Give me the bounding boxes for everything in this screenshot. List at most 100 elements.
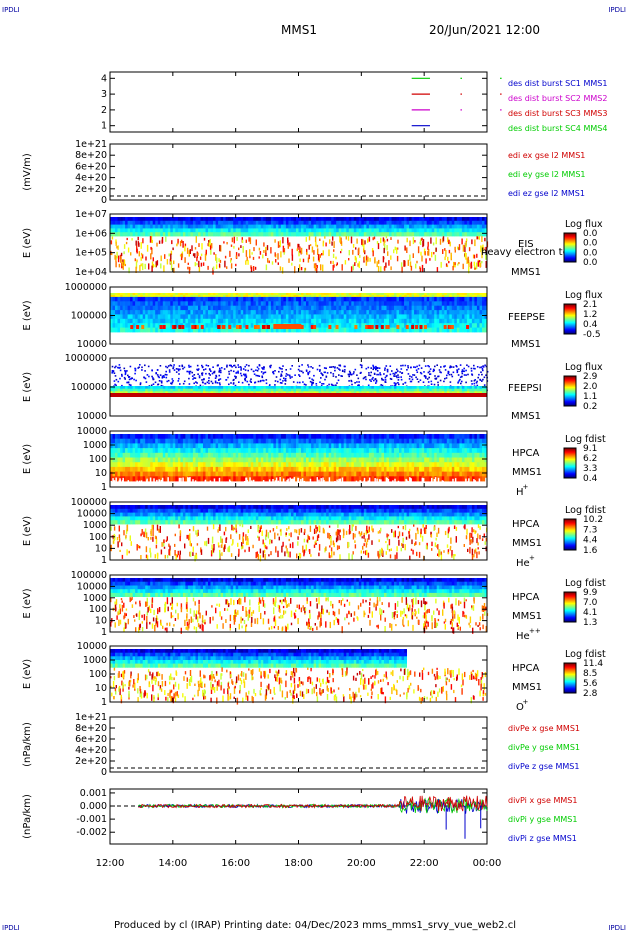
x-tick-label: 18:00 <box>284 858 313 869</box>
y-axis-label: E (eV) <box>22 659 33 689</box>
colorbar-title: Log flux <box>565 290 603 301</box>
spacecraft-label: MMS1 <box>511 339 541 350</box>
x-tick-label: 16:00 <box>221 858 250 869</box>
colorbar-tick-label: 4.1 <box>583 608 597 618</box>
y-tick-label: 0 <box>101 767 107 778</box>
footer-text: Produced by cl (IRAP) Printing date: 04/… <box>114 920 516 931</box>
colorbar <box>563 375 577 407</box>
y-tick-label: 1 <box>101 627 107 638</box>
colorbar-tick-label: 1.3 <box>583 618 597 628</box>
y-tick-label: 100000 <box>71 382 107 393</box>
panel-frame <box>109 788 488 845</box>
x-tick-label: 14:00 <box>158 858 187 869</box>
colorbar-tick-label: 9.1 <box>583 444 597 454</box>
colorbar-tick-label: 2.0 <box>583 382 598 392</box>
datetime-title: 20/Jun/2021 12:00 <box>429 23 541 37</box>
y-tick-label: 1000000 <box>65 353 107 364</box>
colorbar-tick-label: 0.4 <box>583 320 598 330</box>
spacecraft-label: MMS1 <box>512 467 542 478</box>
y-tick-label: 0 <box>101 195 107 206</box>
colorbar-tick-label: 1.6 <box>583 546 598 556</box>
spacecraft-label: MMS1 <box>512 611 542 622</box>
y-tick-label: 0.001 <box>80 788 107 799</box>
spacecraft-label: MMS1 <box>511 267 541 278</box>
y-tick-label: 0.000 <box>80 801 107 812</box>
legend-entry: des dist burst SC3 MMS3 <box>508 109 607 118</box>
colorbar-title: Log fdist <box>565 505 606 516</box>
legend-entry: divPi z gse MMS1 <box>508 834 577 843</box>
colorbar-title: Log flux <box>565 362 603 373</box>
panel-feepsi: 10000 100000 1000000 E (eV) FEEPSI MMS1 Log fl… <box>22 353 603 422</box>
y-axis-label: E (eV) <box>22 300 33 330</box>
y-tick-label: 1e+21 <box>75 139 107 150</box>
y-tick-label: 4e+20 <box>75 173 107 184</box>
species-label: O <box>516 702 524 713</box>
divpi-trace <box>137 796 488 814</box>
legend-entry: divPe z gse MMS1 <box>508 762 579 771</box>
species-label: H <box>516 487 524 498</box>
y-tick-label: 1000 <box>83 655 107 666</box>
panel-eis: 1e+04 1e+05 1e+06 1e+07 E (eV) EIS MMS1 heavy e… <box>22 209 603 278</box>
legend-entry: des dist burst SC4 MMS4 <box>508 124 607 133</box>
colorbar-tick-label: 11.4 <box>583 659 603 669</box>
y-tick-label: 10000 <box>77 509 107 520</box>
colorbar-tick-label: 8.5 <box>583 669 597 679</box>
spacecraft-title: MMS1 <box>281 23 317 37</box>
instrument-label: HPCA <box>512 519 540 530</box>
colorbar-tick-label: 2.8 <box>583 689 598 699</box>
instrument-label: HPCA <box>512 592 540 603</box>
corner-label-bottom-left: IPDLI <box>2 924 20 932</box>
y-tick-label: 1 <box>101 121 107 132</box>
colorbar <box>563 591 577 623</box>
colorbar-tick-label: 5.6 <box>583 679 598 689</box>
colorbar-tick-label: 0.4 <box>583 474 598 484</box>
y-tick-label: 100 <box>89 532 107 543</box>
y-tick-label: 4e+20 <box>75 745 107 756</box>
y-tick-label: 1 <box>101 482 107 493</box>
spacecraft-label: MMS1 <box>512 682 542 693</box>
panel-frame <box>109 143 488 201</box>
y-axis-label: E (eV) <box>22 588 33 618</box>
panel-hpca_h: 1 10 100 1000 10000 E (eV) HPCA MMS1 H+ Log fdist… <box>22 426 606 498</box>
y-tick-label: 10 <box>95 616 107 627</box>
y-tick-label: 6e+20 <box>75 734 107 745</box>
panel-divpi: -0.002 -0.001 0.000 0.001 (nPa/km) divPi x gs… <box>22 788 577 845</box>
x-tick-label: 20:00 <box>347 858 376 869</box>
y-tick-label: 1000 <box>83 520 107 531</box>
colorbar-tick-label: 1.1 <box>583 392 597 402</box>
y-tick-label: 10000 <box>77 411 107 422</box>
colorbar-tick-label: 0.0 <box>583 239 598 249</box>
legend-entry: divPe y gse MMS1 <box>508 743 580 752</box>
instrument-label: FEEPSE <box>508 312 545 323</box>
y-axis-label: E (eV) <box>22 516 33 546</box>
panel-frame <box>109 71 488 133</box>
colorbar <box>563 447 577 479</box>
species-charge: + <box>523 698 529 706</box>
colorbar-tick-label: 2.1 <box>583 300 597 310</box>
y-tick-label: 2 <box>101 105 107 116</box>
corner-label-bottom-right: IPDLI <box>608 924 626 932</box>
y-tick-label: 100000 <box>71 311 107 322</box>
y-tick-label: 1000 <box>83 593 107 604</box>
y-tick-label: 8e+20 <box>75 723 107 734</box>
colorbar-tick-label: 3.3 <box>583 464 597 474</box>
colorbar-tick-label: 0.0 <box>583 248 598 258</box>
y-axis-label: E (eV) <box>22 372 33 402</box>
colorbar <box>563 662 577 694</box>
y-tick-label: 10 <box>95 683 107 694</box>
y-axis-label: (mV/m) <box>22 153 33 191</box>
y-tick-label: 8e+20 <box>75 150 107 161</box>
colorbar <box>563 518 577 551</box>
y-tick-label: 1e+06 <box>75 228 107 239</box>
colorbar-title: Log fdist <box>565 578 606 589</box>
y-tick-label: 1e+05 <box>75 248 107 259</box>
colorbar-title: Log fdist <box>565 434 606 445</box>
species-charge: + <box>523 483 529 491</box>
legend-entry: divPe x gse MMS1 <box>508 724 580 733</box>
corner-label-top-left: IPDLI <box>2 6 20 14</box>
panel-burst: 1 2 3 4 des dist burst SC1 MMS1 des dist burs… <box>101 71 607 133</box>
y-tick-label: 100 <box>89 669 107 680</box>
